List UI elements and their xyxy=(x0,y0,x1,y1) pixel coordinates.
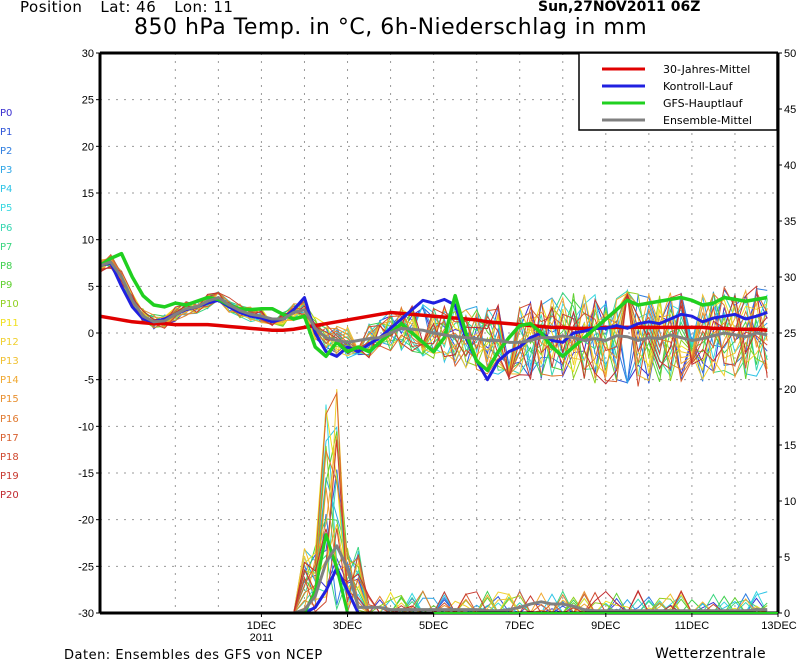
x-tick-label: 1DEC xyxy=(247,620,276,632)
member-label: P4 xyxy=(0,184,13,196)
y-left-tick-label: 0 xyxy=(88,328,94,340)
ensemble-member-list: P0 P1 P2 P3 P4 P5 P6 P7 P8 P9 P10 P11 P12 P13 P14 P15 P1… xyxy=(0,104,19,505)
member-precip-line xyxy=(100,473,768,613)
member-label: P20 xyxy=(0,489,19,501)
y-right-tick-label: 45 xyxy=(784,104,796,116)
data-source: Daten: Ensembles des GFS von NCEP xyxy=(64,648,323,663)
position-header: Position Lat: 46 Lon: 11 xyxy=(20,0,251,16)
y-right-tick-label: 40 xyxy=(784,160,796,172)
y-right-tick-label: 10 xyxy=(784,496,796,508)
x-tick-label: 7DEC xyxy=(505,620,534,632)
y-right-tick-label: 20 xyxy=(784,384,796,396)
y-left-tick-label: -25 xyxy=(78,561,94,573)
member-label: P0 xyxy=(0,108,13,119)
y-right-tick-label: 15 xyxy=(784,440,796,452)
y-left-tick-label: -20 xyxy=(78,515,94,527)
member-precip-line xyxy=(100,514,768,613)
member-precip-line xyxy=(100,431,768,613)
y-right-tick-label: 30 xyxy=(784,272,796,284)
member-label: P5 xyxy=(0,203,13,215)
x-tick-label: 5DEC xyxy=(419,620,448,632)
member-label: P11 xyxy=(0,318,19,330)
y-left-tick-label: 15 xyxy=(82,188,94,200)
member-label: P17 xyxy=(0,432,19,444)
chart-title: 850 hPa Temp. in °C, 6h-Niederschlag in … xyxy=(134,15,648,40)
x-tick-label: 13DEC xyxy=(761,620,797,632)
y-right-tick-label: 0 xyxy=(784,608,790,620)
run-date: Sun,27NOV2011 06Z xyxy=(538,0,701,15)
member-label: P14 xyxy=(0,375,19,387)
y-left-tick-label: 5 xyxy=(88,281,94,293)
legend-label: 30-Jahres-Mittel xyxy=(663,63,750,76)
member-label: P19 xyxy=(0,470,19,482)
legend-label: Ensemble-Mittel xyxy=(663,114,752,127)
brand-label: Wetterzentrale xyxy=(655,646,767,662)
position-label: Position xyxy=(20,0,83,16)
temp-series-line xyxy=(100,260,768,344)
y-left-tick-label: 20 xyxy=(82,141,94,153)
temp-series-line xyxy=(100,310,768,332)
legend-box xyxy=(578,52,778,131)
y-right-tick-label: 35 xyxy=(784,216,796,228)
y-right-tick-label: 25 xyxy=(784,328,796,340)
legend-label: Kontroll-Lauf xyxy=(663,80,734,93)
x-tick-sublabel: 2011 xyxy=(250,632,274,644)
member-label: P16 xyxy=(0,413,19,425)
y-left-tick-label: -5 xyxy=(84,375,94,387)
lat-value: Lat: 46 xyxy=(100,0,157,16)
precip-series-line xyxy=(100,544,768,613)
member-precip-line xyxy=(100,445,768,613)
lon-value: Lon: 11 xyxy=(174,0,234,16)
y-right-tick-label: 5 xyxy=(784,552,790,564)
member-label: P8 xyxy=(0,260,13,272)
member-label: P2 xyxy=(0,146,13,158)
member-temp-line xyxy=(100,262,768,384)
member-label: P12 xyxy=(0,337,19,349)
member-temp-line xyxy=(100,267,768,387)
member-precip-line xyxy=(100,477,768,613)
y-left-tick-label: 10 xyxy=(82,235,94,247)
y-left-tick-label: -10 xyxy=(78,421,94,433)
member-label: P1 xyxy=(0,127,13,139)
temp-series-line xyxy=(100,261,768,382)
legend: 30-Jahres-Mittel Kontroll-Lauf GFS-Hauptla… xyxy=(578,52,778,131)
x-tick-label: 9DEC xyxy=(591,620,620,632)
y-left-tick-label: -30 xyxy=(78,608,94,620)
y-left-tick-label: -15 xyxy=(78,468,94,480)
x-tick-label: 11DEC xyxy=(675,620,710,632)
member-precip-line xyxy=(100,391,768,613)
y-left-tick-label: 30 xyxy=(82,48,94,60)
member-precip-line xyxy=(100,546,768,613)
member-label: P13 xyxy=(0,356,19,368)
member-label: P15 xyxy=(0,394,19,406)
member-precip-line xyxy=(100,425,768,613)
member-label: P10 xyxy=(0,298,19,310)
member-precip-line xyxy=(100,450,768,613)
y-left-tick-label: 25 xyxy=(82,95,94,107)
member-label: P7 xyxy=(0,241,13,253)
y-right-tick-label: 50 xyxy=(784,48,796,60)
series-group xyxy=(100,251,778,613)
member-precip-line xyxy=(100,524,768,613)
member-label: P3 xyxy=(0,165,13,177)
member-label: P9 xyxy=(0,279,13,291)
member-temp-line xyxy=(100,260,768,377)
member-label: P18 xyxy=(0,451,19,463)
member-label: P6 xyxy=(0,222,13,234)
x-tick-label: 3DEC xyxy=(333,620,362,632)
temp-series-line xyxy=(100,251,768,373)
legend-label: GFS-Hauptlauf xyxy=(663,97,744,110)
member-temp-line xyxy=(100,265,768,385)
